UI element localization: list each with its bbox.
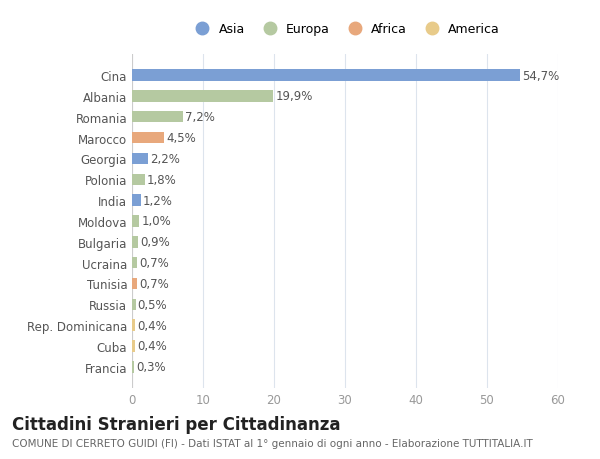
Text: 1,0%: 1,0% [141, 215, 171, 228]
Bar [132, 320, 135, 331]
Text: 0,9%: 0,9% [140, 236, 170, 249]
Text: Cittadini Stranieri per Cittadinanza: Cittadini Stranieri per Cittadinanza [12, 415, 341, 433]
Text: 1,8%: 1,8% [147, 174, 176, 186]
Text: 0,5%: 0,5% [137, 298, 167, 311]
Text: 0,7%: 0,7% [139, 277, 169, 291]
Text: 0,3%: 0,3% [136, 360, 166, 374]
Bar [132, 70, 520, 82]
Bar [132, 236, 139, 248]
Bar [132, 278, 137, 290]
Legend: Asia, Europa, Africa, America: Asia, Europa, Africa, America [185, 18, 505, 41]
Text: 19,9%: 19,9% [275, 90, 313, 103]
Bar [132, 299, 136, 310]
Bar [132, 112, 183, 123]
Text: 1,2%: 1,2% [143, 194, 173, 207]
Bar [132, 195, 140, 207]
Bar [132, 361, 134, 373]
Text: 2,2%: 2,2% [150, 152, 179, 166]
Text: 7,2%: 7,2% [185, 111, 215, 124]
Bar [132, 153, 148, 165]
Bar [132, 91, 273, 102]
Text: 4,5%: 4,5% [166, 132, 196, 145]
Bar [132, 216, 139, 227]
Text: 0,4%: 0,4% [137, 340, 167, 353]
Text: 0,7%: 0,7% [139, 257, 169, 269]
Bar [132, 133, 164, 144]
Text: COMUNE DI CERRETO GUIDI (FI) - Dati ISTAT al 1° gennaio di ogni anno - Elaborazi: COMUNE DI CERRETO GUIDI (FI) - Dati ISTA… [12, 438, 533, 448]
Bar [132, 341, 135, 352]
Bar [132, 174, 145, 185]
Bar [132, 257, 137, 269]
Text: 54,7%: 54,7% [523, 69, 560, 83]
Text: 0,4%: 0,4% [137, 319, 167, 332]
